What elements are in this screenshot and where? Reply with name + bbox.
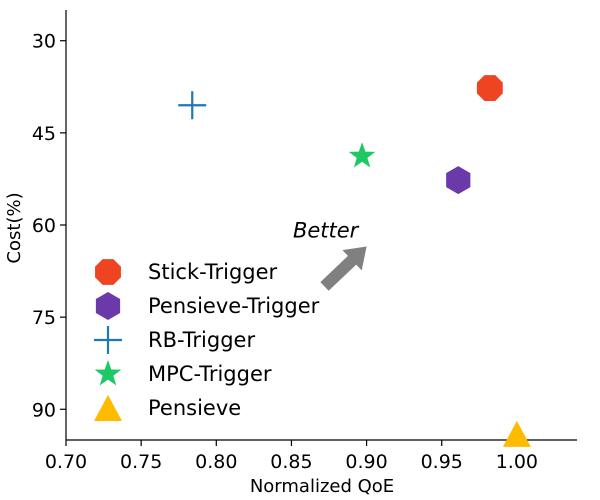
y-tick-label: 90 (32, 399, 56, 421)
better-arrow-icon (320, 246, 367, 291)
legend-marker-stick-trigger (95, 259, 121, 285)
x-ticks: 0.70 0.75 0.80 0.85 0.90 0.95 1.00 (45, 440, 538, 473)
y-tick-label: 60 (32, 215, 56, 237)
x-tick-label: 0.70 (45, 451, 87, 473)
point-pensieve (502, 420, 531, 447)
legend-label-rb-trigger: RB-Trigger (148, 328, 255, 352)
legend-label-stick-trigger: Stick-Trigger (148, 260, 278, 284)
legend-label-mpc-trigger: MPC-Trigger (148, 362, 272, 386)
x-tick-label: 1.00 (496, 451, 538, 473)
legend-marker-pensieve-trigger (95, 292, 121, 320)
legend: Stick-Trigger Pensieve-Trigger RB-Trigger M… (94, 259, 320, 421)
x-axis-label: Normalized QoE (250, 476, 394, 497)
y-ticks: 30 45 60 75 90 (32, 31, 66, 421)
y-axis-label: Cost(%) (4, 192, 25, 263)
y-tick-label: 30 (32, 31, 56, 53)
x-tick-label: 0.85 (270, 451, 312, 473)
better-annotation: Better (293, 218, 367, 291)
legend-marker-pensieve (94, 395, 122, 421)
x-tick-label: 0.95 (421, 451, 463, 473)
point-stick-trigger (476, 75, 503, 101)
x-tick-label: 0.80 (195, 451, 237, 473)
point-rb-trigger (178, 91, 207, 120)
point-pensieve-trigger (446, 166, 471, 195)
legend-label-pensieve-trigger: Pensieve-Trigger (148, 294, 320, 318)
legend-marker-mpc-trigger (94, 360, 122, 386)
data-points (178, 75, 531, 447)
y-tick-label: 45 (32, 123, 56, 145)
y-tick-label: 75 (32, 307, 56, 329)
x-tick-label: 0.75 (120, 451, 162, 473)
better-label: Better (293, 218, 360, 242)
legend-label-pensieve: Pensieve (148, 396, 241, 420)
point-mpc-trigger (348, 142, 376, 168)
legend-marker-rb-trigger (94, 326, 122, 354)
x-tick-label: 0.90 (345, 451, 387, 473)
